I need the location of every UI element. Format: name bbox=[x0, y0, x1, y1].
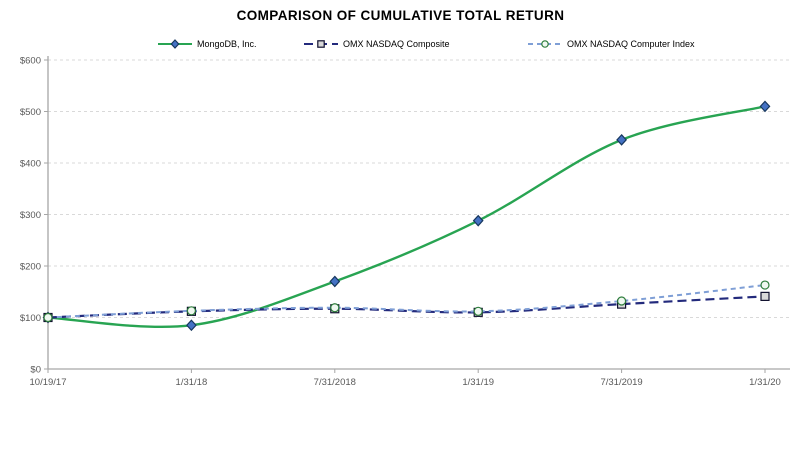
series-line-2 bbox=[47, 284, 766, 319]
legend-label-nasdaq-composite: OMX NASDAQ Composite bbox=[343, 39, 450, 49]
legend-item-mongodb: MongoDB, Inc. bbox=[157, 38, 257, 50]
gridlines bbox=[48, 59, 790, 318]
svg-text:1/31/20: 1/31/20 bbox=[749, 377, 781, 388]
x-axis-labels: 10/19/17 1/31/18 7/31/2018 1/31/19 7/31/2019… bbox=[30, 369, 781, 388]
svg-text:$100: $100 bbox=[20, 313, 41, 324]
svg-text:$500: $500 bbox=[20, 107, 41, 118]
svg-text:10/19/17: 10/19/17 bbox=[30, 377, 67, 388]
legend: MongoDB, Inc. OMX NASDAQ Composite OMX N… bbox=[0, 38, 801, 54]
axes bbox=[47, 56, 790, 370]
series-line-0 bbox=[47, 105, 766, 329]
y-axis-labels: $0 $100 $200 $300 $400 $500 $600 bbox=[20, 56, 48, 376]
svg-text:$0: $0 bbox=[30, 365, 41, 376]
svg-text:$600: $600 bbox=[20, 56, 41, 67]
svg-text:$400: $400 bbox=[20, 159, 41, 170]
svg-text:7/31/2018: 7/31/2018 bbox=[314, 377, 356, 388]
legend-item-nasdaq-composite: OMX NASDAQ Composite bbox=[303, 38, 450, 50]
svg-text:1/31/19: 1/31/19 bbox=[462, 377, 494, 388]
legend-label-mongodb: MongoDB, Inc. bbox=[197, 39, 257, 49]
chart-title: COMPARISON OF CUMULATIVE TOTAL RETURN bbox=[236, 8, 565, 23]
svg-text:1/31/18: 1/31/18 bbox=[176, 377, 208, 388]
legend-item-nasdaq-computer-index: OMX NASDAQ Computer Index bbox=[527, 38, 695, 50]
svg-text:$300: $300 bbox=[20, 210, 41, 221]
series-lines bbox=[47, 105, 766, 329]
svg-text:$200: $200 bbox=[20, 262, 41, 273]
svg-text:7/31/2019: 7/31/2019 bbox=[600, 377, 642, 388]
legend-line-sample-nasdaq-computer-index bbox=[527, 38, 563, 50]
legend-line-sample-mongodb bbox=[157, 38, 193, 50]
series-line-1 bbox=[47, 295, 766, 319]
series-markers bbox=[42, 100, 771, 332]
legend-label-nasdaq-computer-index: OMX NASDAQ Computer Index bbox=[567, 39, 695, 49]
legend-line-sample-nasdaq-composite bbox=[303, 38, 339, 50]
